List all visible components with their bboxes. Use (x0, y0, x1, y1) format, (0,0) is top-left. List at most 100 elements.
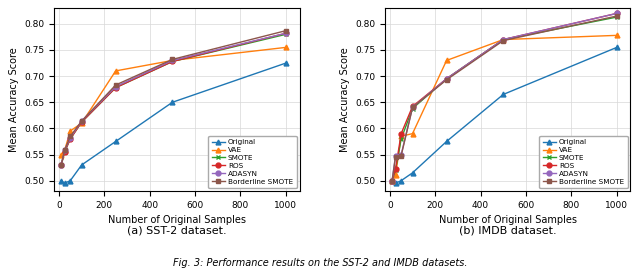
Borderline SMOTE (61, 149, 68, 152)
ROS (58, 163, 65, 167)
Text: Fig. 3: Performance results on the SST-2 and IMDB datasets.: Fig. 3: Performance results on the SST-2… (173, 257, 467, 268)
ROS (392, 168, 399, 171)
Original (409, 171, 417, 174)
Line: VAE: VAE (59, 45, 288, 157)
VAE (112, 69, 120, 73)
Borderline SMOTE (282, 29, 290, 32)
ADASYN (613, 12, 621, 15)
Original (168, 101, 176, 104)
VAE (392, 174, 399, 177)
Original (67, 179, 74, 182)
Line: ADASYN: ADASYN (390, 11, 620, 183)
Borderline SMOTE (67, 135, 74, 138)
ADASYN (409, 106, 417, 109)
Line: ROS: ROS (59, 31, 288, 167)
Original (78, 163, 86, 167)
Y-axis label: Mean Accuracy Score: Mean Accuracy Score (340, 47, 350, 152)
ADASYN (112, 85, 120, 88)
VAE (397, 135, 405, 138)
Original (613, 46, 621, 49)
VAE (388, 179, 396, 182)
Original (397, 179, 405, 182)
Borderline SMOTE (613, 14, 621, 18)
SMOTE (61, 150, 68, 153)
X-axis label: Number of Original Samples: Number of Original Samples (108, 215, 246, 225)
Text: (b) IMDB dataset.: (b) IMDB dataset. (459, 226, 557, 236)
ADASYN (78, 119, 86, 123)
Line: ADASYN: ADASYN (59, 31, 288, 167)
VAE (499, 38, 507, 41)
ROS (61, 150, 68, 153)
Line: SMOTE: SMOTE (390, 15, 620, 183)
SMOTE (409, 107, 417, 110)
Borderline SMOTE (112, 83, 120, 87)
VAE (168, 59, 176, 62)
Borderline SMOTE (443, 78, 451, 81)
SMOTE (613, 16, 621, 19)
SMOTE (67, 137, 74, 141)
SMOTE (282, 33, 290, 36)
ADASYN (443, 77, 451, 80)
ROS (282, 32, 290, 35)
VAE (282, 46, 290, 49)
Line: Original: Original (390, 45, 620, 186)
ADASYN (58, 163, 65, 167)
VAE (67, 129, 74, 133)
VAE (409, 132, 417, 135)
ROS (112, 86, 120, 89)
Borderline SMOTE (397, 154, 405, 157)
SMOTE (392, 168, 399, 172)
SMOTE (78, 120, 86, 124)
Legend: Original, VAE, SMOTE, ROS, ADASYN, Borderline SMOTE: Original, VAE, SMOTE, ROS, ADASYN, Borde… (540, 136, 627, 188)
Line: Borderline SMOTE: Borderline SMOTE (390, 14, 620, 183)
VAE (58, 153, 65, 156)
X-axis label: Number of Original Samples: Number of Original Samples (439, 215, 577, 225)
ROS (388, 179, 396, 182)
ROS (443, 77, 451, 80)
Line: Original: Original (59, 61, 288, 186)
Original (443, 140, 451, 143)
Borderline SMOTE (409, 106, 417, 109)
Line: SMOTE: SMOTE (59, 32, 288, 167)
ADASYN (67, 136, 74, 140)
ADASYN (61, 149, 68, 152)
ROS (613, 12, 621, 15)
Original (58, 179, 65, 182)
Line: Borderline SMOTE: Borderline SMOTE (59, 28, 288, 167)
SMOTE (388, 179, 396, 182)
ROS (67, 137, 74, 141)
Original (392, 182, 399, 185)
Original (112, 140, 120, 143)
Original (61, 182, 68, 185)
Original (499, 93, 507, 96)
Borderline SMOTE (58, 163, 65, 167)
ADASYN (499, 38, 507, 41)
Line: VAE: VAE (390, 33, 620, 183)
ADASYN (392, 154, 399, 157)
Borderline SMOTE (78, 119, 86, 123)
VAE (613, 34, 621, 37)
Borderline SMOTE (168, 58, 176, 61)
ROS (78, 120, 86, 124)
Text: (a) SST-2 dataset.: (a) SST-2 dataset. (127, 226, 227, 236)
SMOTE (443, 77, 451, 80)
ROS (397, 132, 405, 135)
Borderline SMOTE (388, 179, 396, 182)
SMOTE (499, 38, 507, 41)
Borderline SMOTE (499, 39, 507, 42)
ADASYN (282, 32, 290, 35)
SMOTE (112, 86, 120, 89)
SMOTE (397, 137, 405, 141)
SMOTE (168, 60, 176, 63)
Line: ROS: ROS (390, 11, 620, 183)
ADASYN (388, 179, 396, 182)
Original (282, 61, 290, 65)
Original (388, 179, 396, 182)
VAE (443, 59, 451, 62)
VAE (78, 121, 86, 125)
SMOTE (58, 163, 65, 167)
Borderline SMOTE (392, 156, 399, 159)
ROS (168, 60, 176, 63)
ADASYN (397, 153, 405, 156)
ROS (409, 105, 417, 108)
